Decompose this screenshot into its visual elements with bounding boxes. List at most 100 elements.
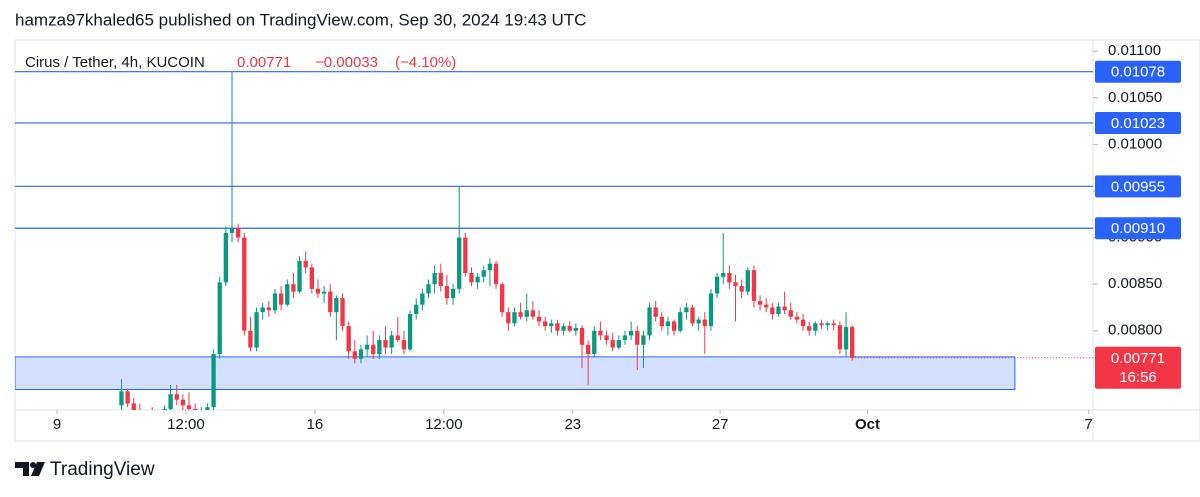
- candle-body: [561, 326, 566, 331]
- candle-body: [432, 272, 437, 285]
- candle-body: [549, 323, 554, 327]
- candle-body: [334, 298, 339, 313]
- candle-body: [487, 263, 493, 271]
- candle-body: [364, 344, 370, 350]
- candle-body: [457, 237, 462, 289]
- candle-body: [211, 354, 216, 408]
- x-tick-label: 9: [53, 416, 61, 433]
- candle-body: [383, 340, 388, 348]
- candle-body: [463, 237, 468, 273]
- level-price-label: 0.01078: [1111, 64, 1165, 81]
- candle-body: [217, 282, 222, 355]
- candle-body: [199, 413, 203, 415]
- level-price-label: 0.01023: [1111, 115, 1165, 132]
- candle-body: [813, 323, 818, 331]
- candle-body: [506, 312, 511, 324]
- candle-body: [733, 282, 738, 287]
- candle-body: [518, 312, 523, 317]
- x-tick-label: 12:00: [425, 416, 463, 433]
- candle-body: [229, 228, 235, 233]
- candle-body: [764, 304, 769, 308]
- candle-body: [794, 316, 800, 320]
- candle-body: [635, 330, 640, 345]
- chart-frame: [14, 39, 1200, 442]
- level-price-label: 0.00910: [1111, 220, 1165, 237]
- candle-body: [739, 286, 744, 292]
- candle-body: [831, 323, 836, 326]
- publisher-header: hamza97khaled65 published on TradingView…: [15, 10, 586, 29]
- y-tick-label: 0.00850: [1108, 275, 1162, 292]
- candle-body: [500, 284, 505, 313]
- axes: 0.008000.008500.009000.009500.010000.010…: [53, 42, 1181, 433]
- candle-body: [242, 237, 247, 331]
- candle-body: [426, 284, 431, 294]
- support-zone: [15, 356, 1016, 390]
- candle-body: [358, 349, 364, 359]
- candle-body: [315, 288, 321, 294]
- candle-body: [702, 319, 707, 327]
- level-price-box: [1095, 60, 1181, 83]
- candle-body: [530, 310, 536, 317]
- candle-body: [291, 284, 296, 292]
- candle-body: [328, 291, 333, 313]
- bar-countdown: 16:56: [1119, 369, 1157, 386]
- candle-body: [684, 307, 689, 313]
- x-tick-label: 23: [564, 416, 581, 433]
- candle-body: [659, 316, 664, 327]
- candle-body: [825, 323, 830, 326]
- candle-body: [285, 284, 290, 305]
- price-change-percent: (−4.10%): [395, 54, 456, 71]
- symbol-label: Cirus / Tether, 4h, KUCOIN: [25, 54, 205, 71]
- candle-body: [260, 307, 265, 313]
- candle-body: [727, 272, 732, 283]
- candle-body: [696, 319, 701, 324]
- candle-body: [205, 407, 210, 410]
- candle-body: [714, 276, 720, 294]
- x-tick-label: 12:00: [167, 416, 205, 433]
- candle-body: [610, 340, 615, 348]
- candle-body: [493, 263, 499, 285]
- candle-body: [303, 260, 308, 268]
- candle-body: [665, 321, 671, 327]
- last-price: 0.00771: [237, 54, 291, 71]
- price-change: −0.00033: [315, 54, 378, 71]
- candle-body: [407, 314, 413, 350]
- candle-body: [272, 293, 278, 311]
- candle-body: [622, 335, 628, 341]
- candle-body: [837, 325, 843, 350]
- candle-body: [420, 293, 425, 305]
- candle-body: [309, 267, 314, 289]
- candle-body: [573, 327, 579, 331]
- candle-body: [536, 316, 542, 322]
- candle-body: [585, 344, 591, 355]
- candle-body: [751, 270, 757, 301]
- candle-body: [395, 335, 400, 341]
- candle-body: [352, 351, 357, 359]
- candle-body: [180, 399, 186, 406]
- candle-body: [125, 391, 130, 404]
- candle-body: [628, 330, 634, 336]
- candle-body: [414, 304, 419, 315]
- candle-body: [721, 272, 726, 277]
- tradingview-logo: [15, 462, 45, 476]
- candle-body: [278, 293, 284, 305]
- level-price-label: 0.00955: [1111, 178, 1165, 195]
- candle-body: [757, 300, 763, 305]
- candle-body: [254, 312, 259, 348]
- candle-body: [745, 270, 750, 292]
- footer-brand: TradingView: [50, 459, 155, 480]
- candle-body: [438, 272, 443, 287]
- candle-body: [843, 327, 849, 350]
- legend: Cirus / Tether, 4h, KUCOIN 0.00771 −0.00…: [25, 54, 456, 71]
- candle-body: [174, 394, 179, 400]
- candle-body: [266, 307, 271, 311]
- candle-body: [248, 330, 253, 348]
- candle-body: [524, 310, 529, 317]
- candle-body: [782, 306, 787, 311]
- x-tick-label: Oct: [855, 416, 880, 433]
- candle-body: [131, 403, 136, 410]
- candle-body: [235, 228, 241, 238]
- candle-body: [543, 321, 548, 327]
